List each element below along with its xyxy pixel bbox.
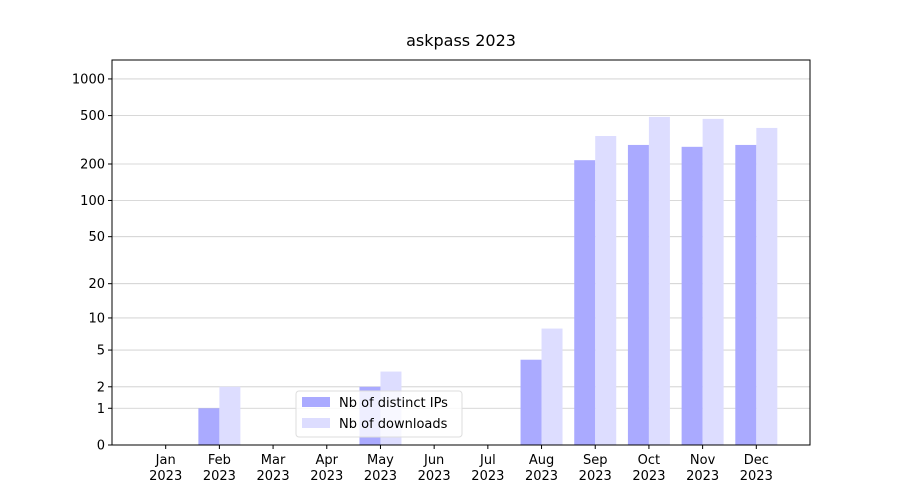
legend-box xyxy=(295,390,463,438)
legend-swatch xyxy=(302,418,330,428)
legend-swatch xyxy=(302,397,330,407)
axes-frame xyxy=(111,59,811,446)
y-tick-label: 1000 xyxy=(72,72,105,87)
bar xyxy=(198,408,220,445)
x-tick-label: Jan 2023 xyxy=(149,453,183,484)
bar xyxy=(735,144,757,445)
legend-label: Nb of downloads xyxy=(339,417,448,432)
bar xyxy=(541,328,563,445)
bar xyxy=(681,146,703,445)
chart-title: askpass 2023 xyxy=(406,31,516,50)
x-tick-label: Oct 2023 xyxy=(632,453,666,484)
y-tick-label: 5 xyxy=(97,344,105,359)
x-tick-label: Jul 2023 xyxy=(471,453,505,484)
y-tick-label: 10 xyxy=(88,311,105,326)
y-tick-label: 200 xyxy=(80,158,105,173)
bar xyxy=(756,127,778,445)
y-tick-label: 2 xyxy=(97,380,105,395)
y-tick-label: 1 xyxy=(97,402,105,417)
legend-label: Nb of distinct IPs xyxy=(339,396,448,411)
y-tick-label: 20 xyxy=(88,277,105,292)
x-tick-label: Aug 2023 xyxy=(524,453,559,484)
bar xyxy=(574,160,596,445)
bar xyxy=(702,118,724,445)
y-tick-label: 50 xyxy=(88,230,105,245)
x-tick-label: Mar 2023 xyxy=(256,453,290,484)
x-tick-label: Sep 2023 xyxy=(578,453,612,484)
x-tick-label: May 2023 xyxy=(363,453,397,484)
y-tick-label: 500 xyxy=(80,109,105,124)
x-tick-label: Jun 2023 xyxy=(417,453,451,484)
y-tick-label: 100 xyxy=(80,194,105,209)
x-tick-label: Nov 2023 xyxy=(686,453,720,484)
bar xyxy=(627,144,649,445)
bar xyxy=(219,386,241,445)
legend: Nb of distinct IPs Nb of downloads xyxy=(295,390,463,438)
bar xyxy=(648,116,670,446)
bar xyxy=(520,359,542,445)
x-tick-label: Dec 2023 xyxy=(739,453,773,484)
x-tick-label: Apr 2023 xyxy=(310,453,344,484)
bar xyxy=(595,135,617,445)
y-tick-label: 0 xyxy=(97,439,105,454)
x-tick-label: Feb 2023 xyxy=(202,453,236,484)
